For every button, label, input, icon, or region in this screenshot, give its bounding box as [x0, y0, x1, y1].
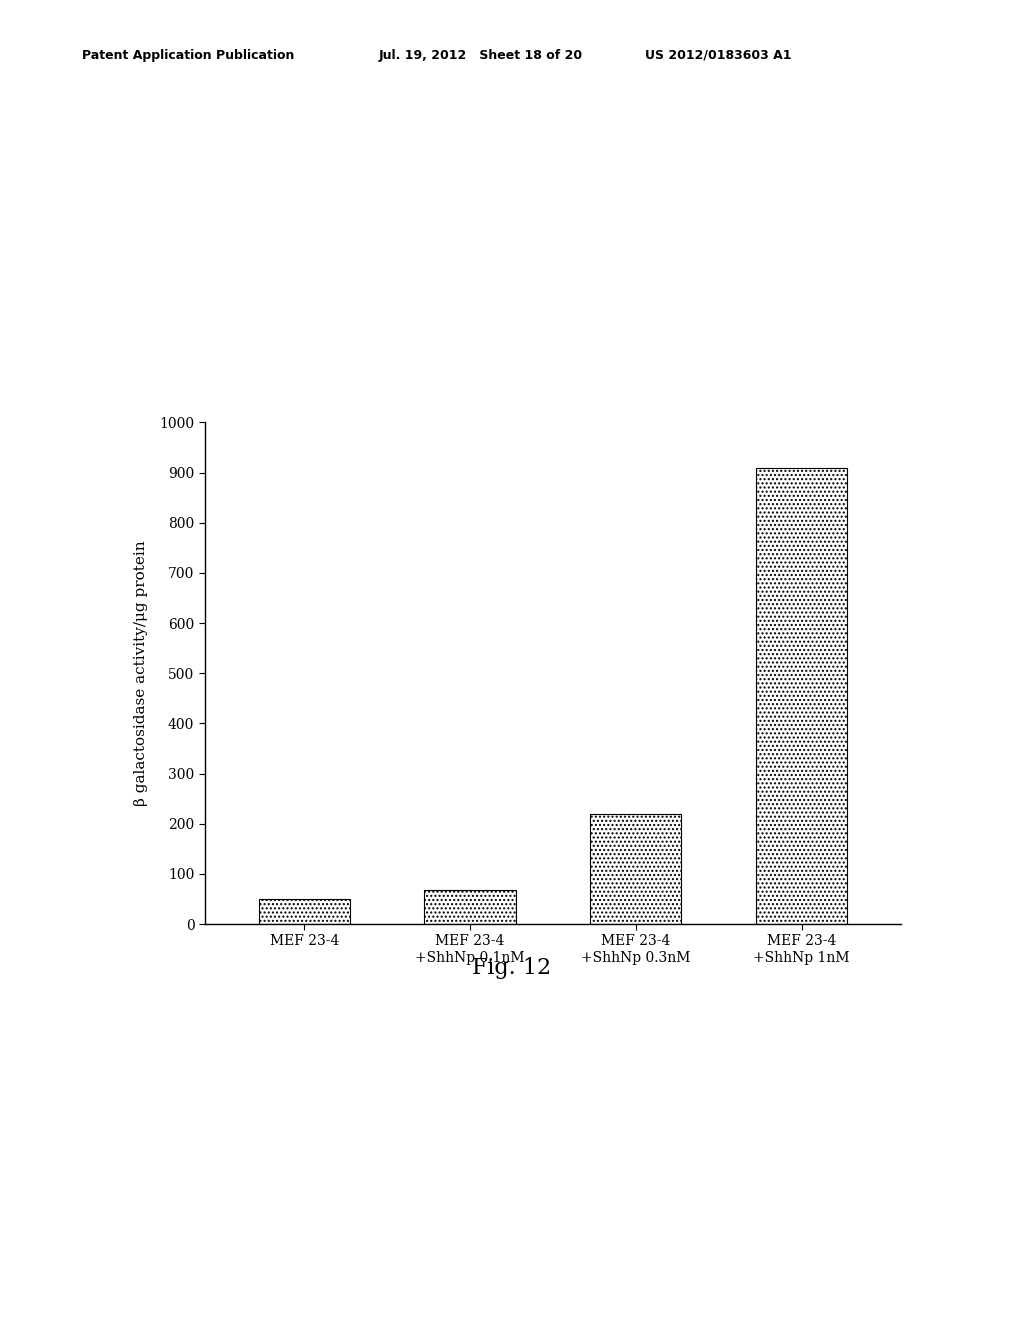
- Text: US 2012/0183603 A1: US 2012/0183603 A1: [645, 49, 792, 62]
- Bar: [590, 813, 681, 924]
- Bar: [259, 899, 350, 924]
- Bar: [756, 467, 847, 924]
- Text: Jul. 19, 2012   Sheet 18 of 20: Jul. 19, 2012 Sheet 18 of 20: [379, 49, 583, 62]
- Text: Patent Application Publication: Patent Application Publication: [82, 49, 294, 62]
- Y-axis label: β galactosidase activity/μg protein: β galactosidase activity/μg protein: [134, 540, 148, 807]
- Text: Fig. 12: Fig. 12: [472, 957, 552, 979]
- Bar: [425, 890, 516, 924]
